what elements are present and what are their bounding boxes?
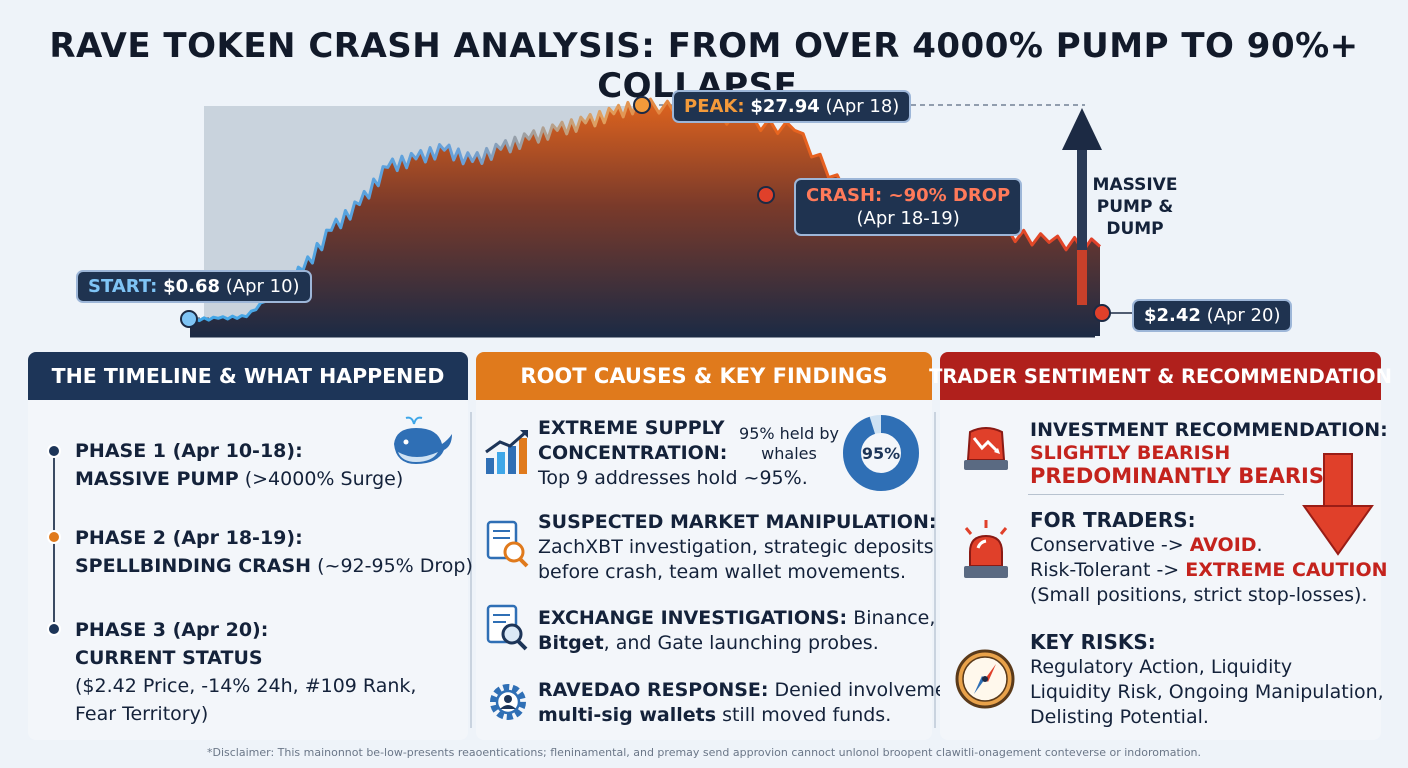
pump-dump-annotation: MASSIVE PUMP & DUMP [1092, 175, 1178, 239]
exchange-heading: EXCHANGE INVESTIGATIONS: [538, 607, 848, 629]
supply-finding: EXTREME SUPPLY CONCENTRATION: Top 9 addr… [538, 416, 808, 491]
end-callout: $2.42 (Apr 20) [1132, 299, 1293, 332]
traders-heading: FOR TRADERS: [1030, 508, 1196, 532]
sentiment-header: TRADER SENTIMENT & RECOMMENDATION [929, 352, 1392, 400]
price-chart: START: $0.68 (Apr 10) PEAK: $27.94 (Apr … [0, 0, 1408, 350]
phase-2: PHASE 2 (Apr 18-19): SPELLBINDING CRASH … [75, 524, 473, 580]
sentiment-panel: TRADER SENTIMENT & RECOMMENDATION [929, 352, 1392, 740]
avoid-label: AVOID [1189, 534, 1257, 556]
response-text-2: still moved funds. [716, 704, 892, 726]
donut-caption-1: 95% held by [739, 424, 839, 443]
response-finding: RAVEDAO RESPONSE: Denied involvement; mu… [538, 678, 972, 728]
end-value: $2.42 [1144, 305, 1201, 326]
trader-advice: FOR TRADERS: Conservative -> AVOID. Risk… [1030, 508, 1388, 608]
manipulation-text: ZachXBT investigation, strategic deposit… [538, 536, 934, 558]
donut-caption-2: whales [761, 444, 817, 463]
compass-icon [955, 649, 1015, 709]
supply-text: Top 9 addresses hold ~95%. [538, 467, 808, 489]
phase-1-dot [47, 444, 61, 458]
exchange-bold: Bitget [538, 632, 604, 654]
peak-callout: PEAK: $27.94 (Apr 18) [672, 90, 912, 123]
phase-3-note-2: Fear Territory) [75, 703, 209, 725]
end-date: (Apr 20) [1206, 305, 1281, 326]
phase-2-heading: PHASE 2 (Apr 18-19): [75, 527, 303, 549]
crash-callout: CRASH: ~90% DROP (Apr 18-19) [794, 178, 1023, 236]
risks-line-2: Liquidity Risk, Ongoing Manipulation, [1030, 681, 1384, 703]
supply-heading: EXTREME SUPPLY [538, 417, 725, 439]
donut-caption: 95% held by whales [736, 424, 842, 464]
donut-value-arc [843, 415, 919, 491]
disclaimer: *Disclaimer: This mainonnot be-low-prese… [206, 746, 1202, 759]
caution-label: EXTREME CAUTION [1185, 559, 1388, 581]
recommendation: INVESTMENT RECOMMENDATION: SLIGHTLY BEAR… [1030, 418, 1388, 488]
risks-heading: KEY RISKS: [1030, 630, 1156, 654]
phase-1: PHASE 1 (Apr 10-18): MASSIVE PUMP (>4000… [75, 437, 403, 493]
exchange-finding: EXCHANGE INVESTIGATIONS: Binance, Bitget… [538, 606, 935, 656]
causes-panel: ROOT CAUSES & KEY FINDINGS [476, 352, 932, 740]
peak-marker [633, 96, 651, 114]
response-bold: multi-sig wallets [538, 704, 717, 726]
start-marker [180, 310, 198, 328]
conservative-label: Conservative -> [1030, 534, 1190, 556]
recommendation-slightly: SLIGHTLY BEARISH [1030, 442, 1231, 464]
start-value: $0.68 [163, 276, 220, 297]
magnifier-document-icon [486, 604, 528, 651]
manipulation-text-2: before crash, team wallet movements. [538, 561, 907, 583]
peak-label: PEAK: [684, 96, 745, 117]
exchange-text: Binance, [847, 607, 936, 629]
phase-3: PHASE 3 (Apr 20): CURRENT STATUS ($2.42 … [75, 616, 416, 728]
recommendation-separator [1028, 494, 1284, 495]
crash-marker [757, 186, 775, 204]
risk-tolerant-label: Risk-Tolerant -> [1030, 559, 1186, 581]
crash-label: CRASH: ~90% DROP [806, 185, 1011, 206]
falling-chart-siren-icon [964, 427, 1008, 470]
start-label: START: [88, 276, 158, 297]
start-callout: START: $0.68 (Apr 10) [76, 270, 312, 303]
whale-icon [394, 416, 452, 464]
peak-value: $27.94 [750, 96, 820, 117]
timeline-panel: THE TIMELINE & WHAT HAPPENED [28, 352, 468, 740]
exchange-text-2: , and Gate launching probes. [603, 632, 879, 654]
phase-3-heading: PHASE 3 (Apr 20): [75, 619, 269, 641]
alarm-siren-icon [964, 520, 1008, 578]
panel-divider-1 [470, 412, 472, 728]
donut-value: 95% [862, 444, 900, 463]
response-text: Denied involvement; [768, 679, 973, 701]
start-date: (Apr 10) [225, 276, 300, 297]
recommendation-heading: INVESTMENT RECOMMENDATION: [1030, 419, 1388, 441]
timeline-header: THE TIMELINE & WHAT HAPPENED [28, 352, 468, 400]
phase-3-title: CURRENT STATUS [75, 647, 263, 669]
phase-3-note: ($2.42 Price, -14% 24h, #109 Rank, [75, 675, 417, 697]
manipulation-heading: SUSPECTED MARKET MANIPULATION: [538, 511, 937, 533]
phase-2-note: (~92-95% Drop) [311, 555, 473, 577]
risks-line-1: Regulatory Action, Liquidity [1030, 656, 1293, 678]
crash-date: (Apr 18-19) [856, 208, 960, 229]
pump-arrow-head [1062, 108, 1102, 150]
supply-heading-2: CONCENTRATION: [538, 442, 728, 464]
causes-header: ROOT CAUSES & KEY FINDINGS [476, 352, 932, 400]
avoid-tail: . [1256, 534, 1263, 556]
phase-1-title: MASSIVE PUMP [75, 468, 239, 490]
page-title: RAVE TOKEN CRASH ANALYSIS: FROM OVER 400… [49, 26, 1359, 106]
recommendation-predominantly: PREDOMINANTLY BEARISH [1030, 464, 1342, 488]
whale-share-donut: 95% [843, 415, 919, 491]
down-arrow-icon [1302, 453, 1374, 556]
bar-chart-up-icon [485, 430, 528, 474]
manipulation-finding: SUSPECTED MARKET MANIPULATION: ZachXBT i… [538, 510, 936, 585]
caution-note: (Small positions, strict stop-losses). [1030, 584, 1368, 606]
end-marker [1093, 304, 1111, 322]
phase-1-note: (>4000% Surge) [238, 468, 404, 490]
panel-divider-2 [934, 412, 936, 728]
phase-1-heading: PHASE 1 (Apr 10-18): [75, 440, 303, 462]
document-search-icon [486, 520, 529, 568]
gear-user-icon [490, 684, 526, 720]
pump-arrow-upper [1077, 150, 1087, 250]
phase-2-title: SPELLBINDING CRASH [75, 555, 312, 577]
peak-date: (Apr 18) [825, 96, 900, 117]
phase-3-dot [47, 622, 61, 636]
key-risks: KEY RISKS: Regulatory Action, Liquidity … [1030, 630, 1384, 730]
risks-line-3: Delisting Potential. [1030, 706, 1209, 728]
phase-2-dot [47, 530, 61, 544]
response-heading: RAVEDAO RESPONSE: [538, 679, 769, 701]
